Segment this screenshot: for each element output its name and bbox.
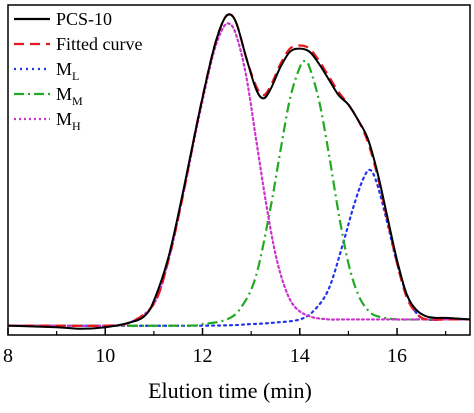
x-tick-label: 8 bbox=[3, 345, 13, 367]
series-line-fitted-curve bbox=[8, 13, 470, 327]
series-line-m-m bbox=[8, 59, 470, 327]
series-line-m-h bbox=[8, 22, 470, 327]
x-axis-title: Elution time (min) bbox=[148, 378, 312, 403]
legend-label: ML bbox=[56, 59, 79, 83]
legend-label: MM bbox=[56, 84, 83, 108]
x-tick-label: 12 bbox=[193, 345, 213, 367]
legend-label: MH bbox=[56, 109, 81, 133]
legend-label: Fitted curve bbox=[56, 34, 142, 54]
plot-frame bbox=[7, 4, 471, 336]
x-tick-label: 10 bbox=[95, 345, 115, 367]
series-line-pcs-10 bbox=[8, 13, 470, 330]
series-layer bbox=[8, 13, 470, 330]
x-tick-label: 14 bbox=[290, 345, 310, 367]
series-line-m-l bbox=[8, 168, 470, 327]
legend-label: PCS-10 bbox=[56, 9, 112, 29]
x-tick-label: 16 bbox=[387, 345, 407, 367]
x-axis: 8 10 12 14 16 bbox=[3, 328, 447, 367]
